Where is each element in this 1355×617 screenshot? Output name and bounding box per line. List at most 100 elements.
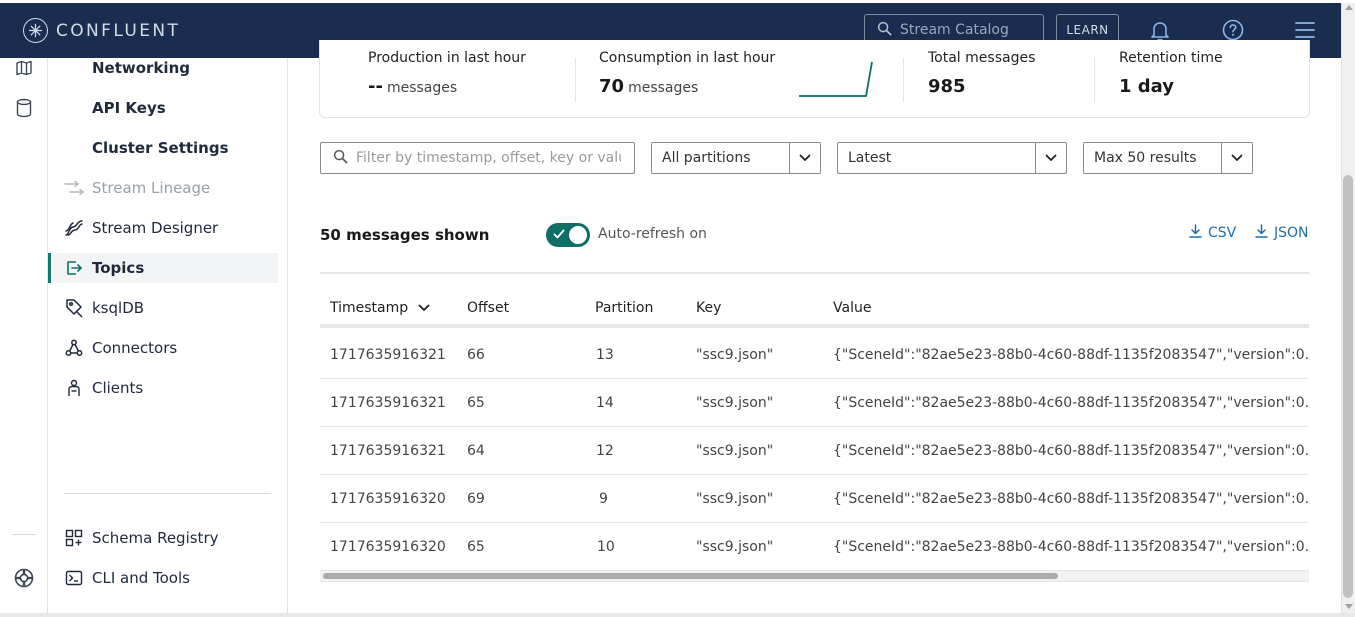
confluent-logo-icon: [23, 18, 48, 43]
window-bottom-edge: [0, 613, 1355, 617]
brand-name: CONFLUENT: [56, 20, 181, 41]
total-messages-value: 985: [928, 76, 966, 97]
consumption-metric: Consumption in last hour 70 messages: [599, 50, 775, 97]
cell-offset: 69: [467, 491, 485, 507]
support-lifebuoy-icon[interactable]: [14, 568, 34, 588]
partitions-select[interactable]: All partitions: [651, 142, 821, 174]
horizontal-scrollbar-thumb[interactable]: [323, 573, 1058, 579]
sidebar-item-stream-lineage[interactable]: Stream Lineage: [48, 173, 278, 203]
clients-icon: [64, 378, 84, 398]
cell-key: "ssc9.json": [696, 347, 774, 363]
table-row[interactable]: 1717635916321 64 12 "ssc9.json" {"SceneI…: [320, 427, 1309, 475]
cell-partition: 14: [596, 395, 614, 411]
retention-label: Retention time: [1119, 50, 1223, 66]
bell-icon[interactable]: [1148, 18, 1172, 42]
window-top-edge: [0, 0, 1355, 3]
sidebar-item-label: Clients: [92, 379, 144, 397]
table-horizontal-scrollbar[interactable]: [320, 570, 1309, 582]
sidebar-item-cli-and-tools[interactable]: CLI and Tools: [48, 563, 278, 593]
cell-key: "ssc9.json": [696, 491, 774, 507]
schema-registry-icon: [64, 528, 84, 548]
sidebar-item-label: Schema Registry: [92, 529, 219, 547]
cell-timestamp: 1717635916320: [330, 491, 446, 507]
consumption-label: Consumption in last hour: [599, 50, 776, 66]
search-icon: [333, 149, 348, 168]
sidebar-item-networking[interactable]: Networking: [48, 53, 278, 83]
stream-catalog-input[interactable]: [900, 22, 1040, 38]
sidebar-item-cluster-settings[interactable]: Cluster Settings: [48, 133, 278, 163]
cell-partition: 13: [596, 347, 614, 363]
table-header: Timestamp Offset Partition Key Value: [320, 288, 1309, 328]
table-row[interactable]: 1717635916321 66 13 "ssc9.json" {"SceneI…: [320, 331, 1309, 379]
column-header-offset[interactable]: Offset: [467, 300, 510, 316]
sidebar-divider: [64, 493, 271, 494]
cell-partition: 12: [596, 443, 614, 459]
cell-timestamp: 1717635916321: [330, 395, 446, 411]
download-icon: [1255, 224, 1268, 242]
messages-shown-count: 50 messages shown: [320, 226, 490, 244]
table-row[interactable]: 1717635916320 69 9 "ssc9.json" {"SceneId…: [320, 475, 1309, 523]
sidebar-item-label: ksqlDB: [92, 299, 145, 317]
chevron-down-icon: [1221, 143, 1252, 173]
cell-timestamp: 1717635916321: [330, 443, 446, 459]
column-header-timestamp[interactable]: Timestamp: [330, 300, 430, 316]
confluent-logo[interactable]: CONFLUENT: [23, 18, 180, 43]
sidebar-item-schema-registry[interactable]: Schema Registry: [48, 523, 278, 553]
auto-refresh-toggle[interactable]: [546, 223, 590, 247]
sidebar-item-clients[interactable]: Clients: [48, 373, 278, 403]
consumption-unit: messages: [628, 80, 699, 96]
consumption-value: 70: [599, 76, 625, 97]
sidebar-item-connectors[interactable]: Connectors: [48, 333, 278, 363]
consumption-sparkline: [799, 61, 873, 97]
column-header-partition[interactable]: Partition: [595, 300, 654, 316]
hamburger-menu-icon[interactable]: [1293, 18, 1317, 42]
cell-key: "ssc9.json": [696, 395, 774, 411]
table-row[interactable]: 1717635916321 65 14 "ssc9.json" {"SceneI…: [320, 379, 1309, 427]
scroll-down-arrow-icon[interactable]: [1345, 604, 1353, 609]
download-json-link[interactable]: JSON: [1255, 224, 1309, 242]
cell-offset: 65: [467, 539, 485, 555]
sort-chevron-down-icon: [418, 300, 430, 316]
cell-value: {"SceneId":"82ae5e23-88b0-4c60-88df-1135…: [833, 395, 1309, 411]
help-icon[interactable]: [1221, 18, 1245, 42]
download-csv-link[interactable]: CSV: [1189, 224, 1236, 242]
cell-timestamp: 1717635916321: [330, 347, 446, 363]
production-unit: messages: [386, 80, 458, 96]
map-icon[interactable]: [14, 58, 34, 78]
topics-icon: [64, 258, 84, 278]
metric-divider: [575, 58, 576, 102]
cell-partition: 10: [597, 539, 615, 555]
column-header-value[interactable]: Value: [833, 300, 872, 316]
cell-value: {"SceneId":"82ae5e23-88b0-4c60-88df-1135…: [833, 539, 1309, 555]
vertical-scrollbar-thumb[interactable]: [1343, 175, 1353, 598]
max-results-select[interactable]: Max 50 results: [1083, 142, 1253, 174]
metric-divider: [1094, 58, 1095, 102]
offset-position-select[interactable]: Latest: [837, 142, 1067, 174]
cell-key: "ssc9.json": [696, 539, 774, 555]
auto-refresh-label: Auto-refresh on: [598, 226, 707, 242]
cell-offset: 66: [467, 347, 485, 363]
retention-metric: Retention time 1 day: [1119, 50, 1223, 97]
production-label: Production in last hour: [368, 50, 526, 66]
sidebar-nav: Networking API Keys Cluster Settings Str…: [48, 58, 288, 613]
sidebar-item-stream-designer[interactable]: Stream Designer: [48, 213, 278, 243]
terminal-icon: [64, 568, 84, 588]
chevron-down-icon: [1035, 143, 1066, 173]
messages-table: Timestamp Offset Partition Key Value 171…: [320, 272, 1309, 582]
retention-value: 1 day: [1119, 76, 1175, 97]
sidebar-item-ksqldb[interactable]: ksqlDB: [48, 293, 278, 323]
sidebar-item-topics[interactable]: Topics: [48, 253, 278, 283]
max-results-select-value: Max 50 results: [1094, 150, 1197, 166]
rail-divider: [12, 534, 36, 535]
column-header-key[interactable]: Key: [696, 300, 722, 316]
scroll-up-arrow-icon[interactable]: [1345, 5, 1353, 10]
cell-value: {"SceneId":"82ae5e23-88b0-4c60-88df-1135…: [833, 443, 1309, 459]
sidebar-item-label: Topics: [92, 259, 145, 277]
sidebar-item-api-keys[interactable]: API Keys: [48, 93, 278, 123]
message-filter-search[interactable]: [320, 142, 635, 174]
table-row[interactable]: 1717635916320 65 10 "ssc9.json" {"SceneI…: [320, 523, 1309, 571]
database-icon[interactable]: [14, 98, 34, 118]
stream-lineage-icon: [64, 178, 84, 198]
sidebar-item-label: Networking: [92, 59, 190, 77]
message-filter-input[interactable]: [356, 150, 621, 166]
